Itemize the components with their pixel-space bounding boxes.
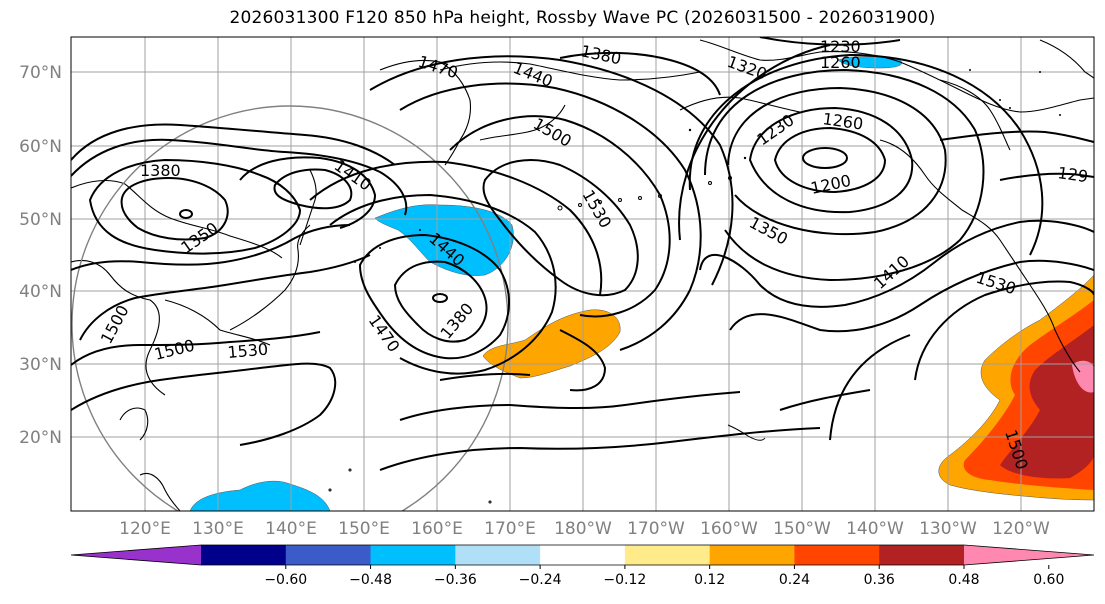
- colorbar-tick-label: −0.12: [603, 572, 646, 588]
- lat-label: 40°N: [19, 282, 62, 302]
- island-dots: [354, 69, 1061, 263]
- colorbar-tick-label: 0.48: [948, 572, 979, 588]
- lon-label: 120°W: [992, 519, 1050, 539]
- positive-anomaly-midpacific: [482, 309, 621, 379]
- longitude-labels: 120°E 130°E 140°E 150°E 160°E 170°E 180°…: [119, 519, 1050, 539]
- negative-anomaly-arctic: [837, 56, 903, 69]
- colorbar-tick-label: −0.60: [264, 572, 307, 588]
- coastlines: [71, 39, 1094, 511]
- contour-label: 1230: [820, 37, 861, 56]
- colorbar-extend-high: [964, 545, 1094, 565]
- colorbar-tick-label: −0.48: [349, 572, 392, 588]
- colorbar-segment: [455, 545, 541, 565]
- lon-label: 140°E: [265, 519, 317, 539]
- colorbar: −0.60 −0.48 −0.36 −0.24 −0.12 0.12 0.24 0.36 0.4…: [70, 544, 1095, 588]
- negative-anomaly-kuril: [374, 204, 514, 276]
- lon-label: 160°E: [411, 519, 463, 539]
- map-title: 2026031300 F120 850 hPa height, Rossby W…: [229, 8, 936, 28]
- map-panel: 1380 1350 1410 1440 1470 1440 1380 1500 …: [71, 37, 1094, 511]
- lat-label: 70°N: [19, 63, 62, 83]
- colorbar-segment: [370, 545, 456, 565]
- colorbar-segment: [201, 545, 287, 565]
- colorbar-segment: [285, 545, 372, 565]
- contour-label: 1260: [820, 53, 861, 72]
- anomaly-fills: [189, 56, 1094, 511]
- latitude-labels: 70°N 60°N 50°N 40°N 30°N 20°N: [19, 63, 62, 448]
- colorbar-segment: [709, 545, 795, 565]
- lat-label: 30°N: [19, 355, 62, 375]
- map-frame: [70, 36, 1095, 512]
- colorbar-segment: [624, 545, 711, 565]
- lon-label: 120°E: [119, 519, 171, 539]
- lon-label: 140°W: [846, 519, 904, 539]
- colorbar-tick-label: 0.24: [779, 572, 810, 588]
- colorbar-tick-label: −0.24: [519, 572, 562, 588]
- reference-circle: [71, 105, 509, 511]
- colorbar-tick-label: −0.36: [434, 572, 477, 588]
- colorbar-tick-label: 0.36: [864, 572, 895, 588]
- lon-label: 130°W: [919, 519, 977, 539]
- lon-label: 150°W: [773, 519, 831, 539]
- lon-label: 180°W: [554, 519, 612, 539]
- contour-label: 1380: [140, 161, 181, 180]
- negative-anomaly-south: [189, 480, 331, 511]
- contour-label: 129: [1056, 163, 1089, 186]
- contour-label: 1530: [227, 340, 269, 362]
- colorbar-tick-label: 0.12: [694, 572, 725, 588]
- lon-label: 160°W: [700, 519, 758, 539]
- lon-label: 130°E: [192, 519, 244, 539]
- colorbar-segment: [879, 545, 965, 565]
- lon-label: 170°E: [484, 519, 536, 539]
- lat-label: 50°N: [19, 210, 62, 230]
- colorbar-extend-low: [71, 545, 201, 565]
- colorbar-segment: [540, 545, 626, 565]
- colorbar-tick-label: 0.60: [1033, 572, 1064, 588]
- colorbar-outline: [70, 544, 1095, 566]
- lat-label: 20°N: [19, 428, 62, 448]
- height-contours: [71, 37, 1094, 471]
- lon-label: 150°E: [338, 519, 390, 539]
- positive-anomaly-california-core: [1000, 325, 1094, 479]
- lat-label: 60°N: [19, 137, 62, 157]
- lon-label: 170°W: [627, 519, 685, 539]
- colorbar-segment: [794, 545, 880, 565]
